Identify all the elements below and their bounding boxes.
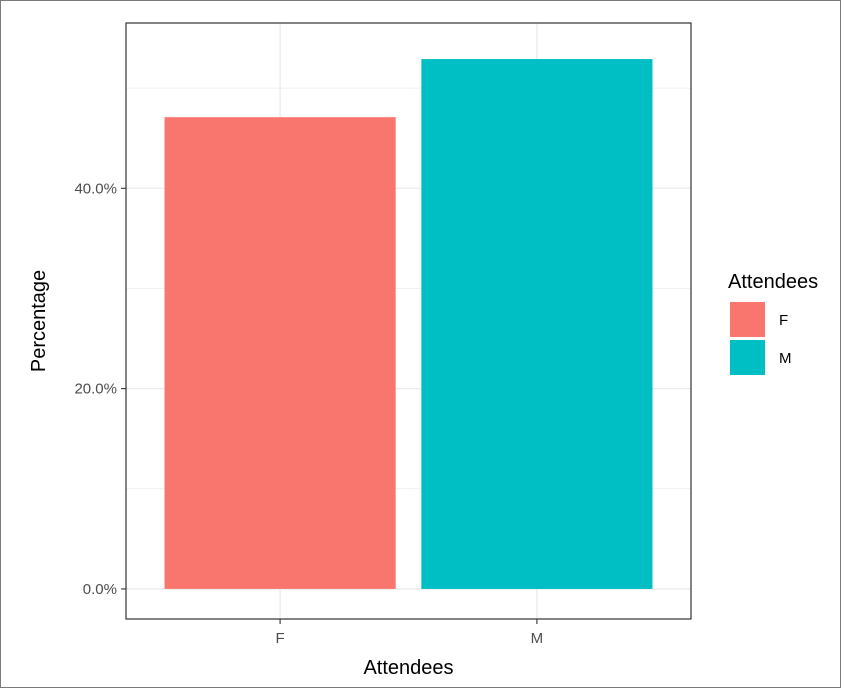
- bar-F: [164, 117, 396, 589]
- y-tick-label: 40.0%: [74, 180, 117, 197]
- y-axis: 0.0% 20.0% 40.0%: [74, 180, 126, 598]
- x-tick-label: F: [276, 630, 285, 647]
- y-tick-label: 20.0%: [74, 381, 117, 398]
- bar-M: [421, 59, 653, 589]
- panel-border: [125, 22, 692, 620]
- x-axis-title: Attendees: [363, 657, 453, 679]
- legend: Attendees FM: [728, 271, 818, 375]
- legend-label: F: [779, 312, 788, 329]
- legend-items: FM: [730, 302, 792, 375]
- x-tick-label: M: [531, 630, 544, 647]
- y-tick-label: 0.0%: [83, 581, 117, 598]
- legend-key-F: [730, 302, 765, 337]
- legend-key-M: [730, 340, 765, 375]
- legend-label: M: [779, 350, 792, 367]
- legend-title: Attendees: [728, 271, 818, 293]
- y-axis-title: Percentage: [28, 270, 50, 372]
- bars-group: [164, 59, 653, 589]
